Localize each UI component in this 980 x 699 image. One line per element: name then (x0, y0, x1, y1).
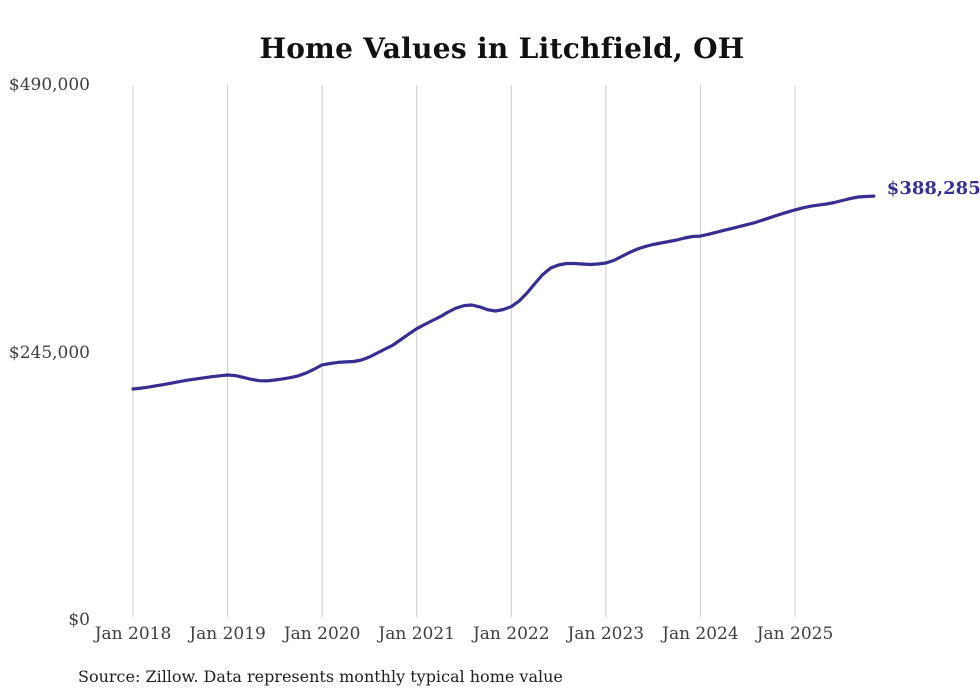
y-tick-label: $490,000 (8, 75, 90, 95)
x-tick-label: Jan 2022 (472, 624, 550, 644)
x-tick-label: Jan 2023 (567, 624, 645, 644)
chart-title: Home Values in Litchfield, OH (259, 32, 745, 65)
y-tick-label: $245,000 (8, 342, 90, 363)
x-tick-label: Jan 2024 (662, 624, 739, 644)
latest-value-label: $388,285 (886, 178, 980, 200)
x-tick-label: Jan 2018 (94, 624, 172, 644)
x-tick-label: Jan 2019 (189, 624, 266, 644)
source-note: Source: Zillow. Data represents monthly … (78, 667, 563, 686)
gridlines (132, 85, 796, 617)
y-tick-label: $0 (68, 610, 90, 630)
x-tick-label: Jan 2020 (283, 624, 361, 644)
x-tick-label: Jan 2021 (378, 624, 455, 644)
x-tick-label: Jan 2025 (756, 624, 834, 644)
home-value-line (131, 194, 876, 391)
